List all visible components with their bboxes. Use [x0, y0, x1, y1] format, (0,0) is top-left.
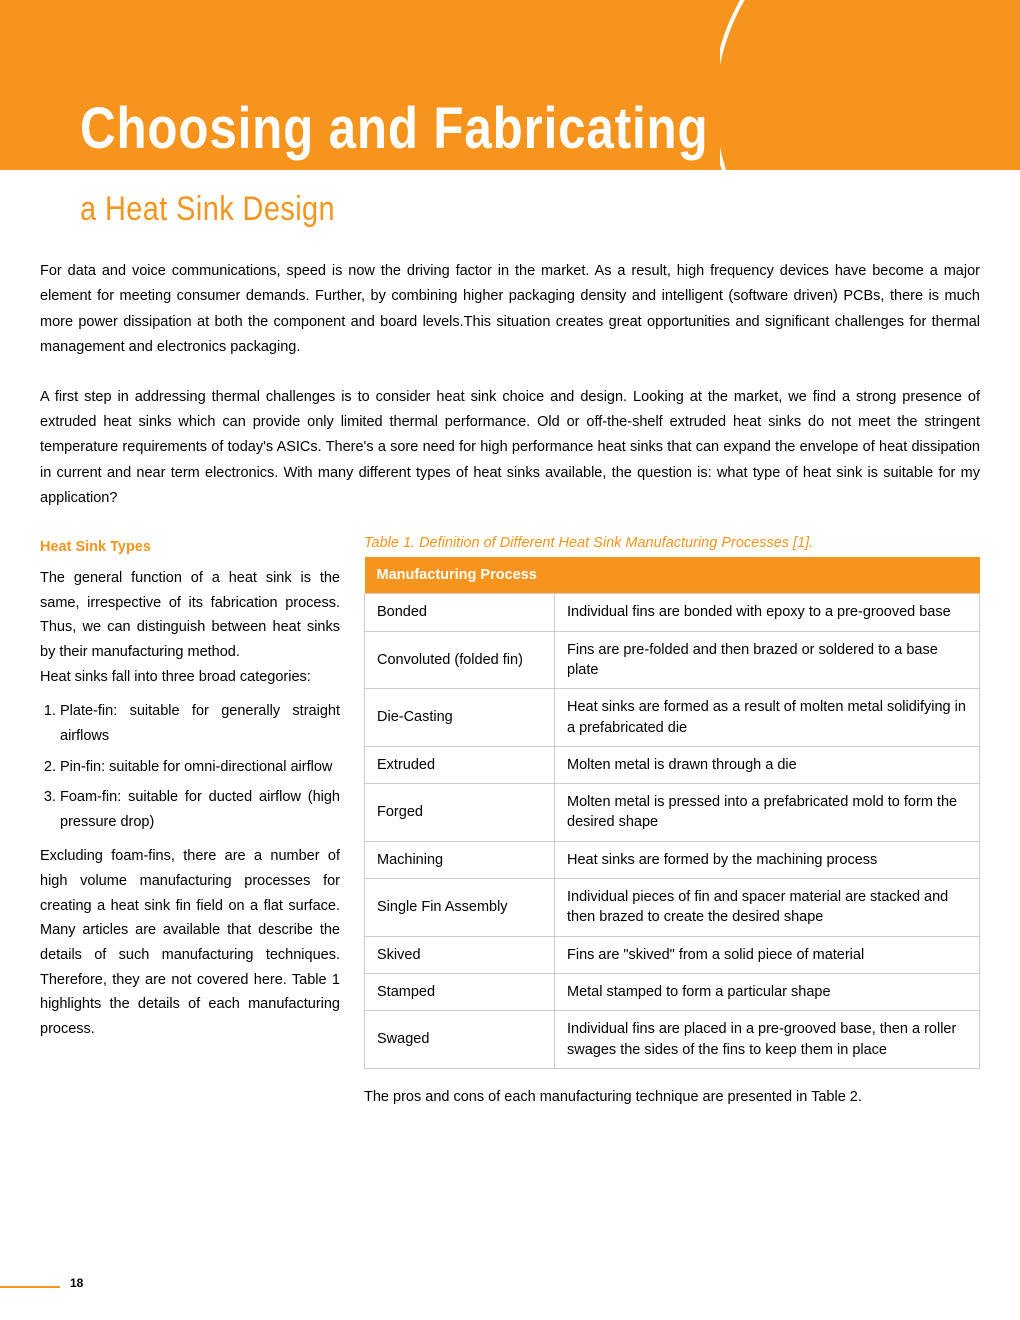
table-cell: Bonded: [365, 594, 555, 631]
page-number-line: [0, 1286, 60, 1288]
table-row: ForgedMolten metal is pressed into a pre…: [365, 784, 980, 842]
section-heading: Heat Sink Types: [40, 535, 340, 560]
left-column: Heat Sink Types The general function of …: [40, 535, 340, 1109]
manufacturing-table: Manufacturing Process BondedIndividual f…: [364, 557, 980, 1068]
category-list: Plate-fin: suitable for generally straig…: [40, 699, 340, 834]
table-cell: Individual pieces of fin and spacer mate…: [555, 879, 980, 937]
table-cell: Fins are pre-folded and then brazed or s…: [555, 631, 980, 689]
table-row: Convoluted (folded fin)Fins are pre-fold…: [365, 631, 980, 689]
content-area: For data and voice communications, speed…: [0, 229, 1020, 1109]
table-row: Die-CastingHeat sinks are formed as a re…: [365, 689, 980, 747]
intro-paragraph-2: A first step in addressing thermal chall…: [40, 385, 980, 512]
page-number: 18: [70, 1276, 83, 1290]
table-cell: Swaged: [365, 1011, 555, 1069]
table-cell: Machining: [365, 841, 555, 878]
table-cell: Metal stamped to form a particular shape: [555, 973, 980, 1010]
table-cell: Forged: [365, 784, 555, 842]
header-banner: Choosing and Fabricating: [0, 0, 1020, 170]
header-curve-decoration: [720, 0, 1020, 170]
below-table-text: The pros and cons of each manufacturing …: [364, 1085, 980, 1110]
right-column: Table 1. Definition of Different Heat Si…: [364, 535, 980, 1109]
left-paragraph-2: Excluding foam-fins, there are a number …: [40, 844, 340, 1041]
table-cell: Skived: [365, 936, 555, 973]
table-cell: Die-Casting: [365, 689, 555, 747]
table-row: ExtrudedMolten metal is drawn through a …: [365, 746, 980, 783]
table-cell: Molten metal is drawn through a die: [555, 746, 980, 783]
table-row: BondedIndividual fins are bonded with ep…: [365, 594, 980, 631]
table-cell: Extruded: [365, 746, 555, 783]
table-header-blank: [555, 557, 980, 594]
table-row: MachiningHeat sinks are formed by the ma…: [365, 841, 980, 878]
table-row: SwagedIndividual fins are placed in a pr…: [365, 1011, 980, 1069]
table-cell: Fins are "skived" from a solid piece of …: [555, 936, 980, 973]
page-subtitle: a Heat Sink Design: [80, 190, 879, 229]
table-header: Manufacturing Process: [365, 557, 555, 594]
table-cell: Individual fins are placed in a pre-groo…: [555, 1011, 980, 1069]
table-cell: Heat sinks are formed by the machining p…: [555, 841, 980, 878]
list-item: Foam-fin: suitable for ducted airflow (h…: [60, 785, 340, 834]
table-cell: Heat sinks are formed as a result of mol…: [555, 689, 980, 747]
left-paragraph-1: The general function of a heat sink is t…: [40, 566, 340, 665]
table-row: StampedMetal stamped to form a particula…: [365, 973, 980, 1010]
table-row: SkivedFins are "skived" from a solid pie…: [365, 936, 980, 973]
list-item: Plate-fin: suitable for generally straig…: [60, 699, 340, 748]
table-cell: Single Fin Assembly: [365, 879, 555, 937]
intro-paragraph-1: For data and voice communications, speed…: [40, 259, 980, 361]
table-cell: Convoluted (folded fin): [365, 631, 555, 689]
left-paragraph-1b: Heat sinks fall into three broad categor…: [40, 665, 340, 690]
table-cell: Individual fins are bonded with epoxy to…: [555, 594, 980, 631]
table-title: Table 1. Definition of Different Heat Si…: [364, 535, 980, 551]
two-column-layout: Heat Sink Types The general function of …: [40, 535, 980, 1109]
table-cell: Stamped: [365, 973, 555, 1010]
table-cell: Molten metal is pressed into a prefabric…: [555, 784, 980, 842]
page-title: Choosing and Fabricating: [80, 95, 708, 162]
list-item: Pin-fin: suitable for omni-directional a…: [60, 755, 340, 780]
table-row: Single Fin AssemblyIndividual pieces of …: [365, 879, 980, 937]
